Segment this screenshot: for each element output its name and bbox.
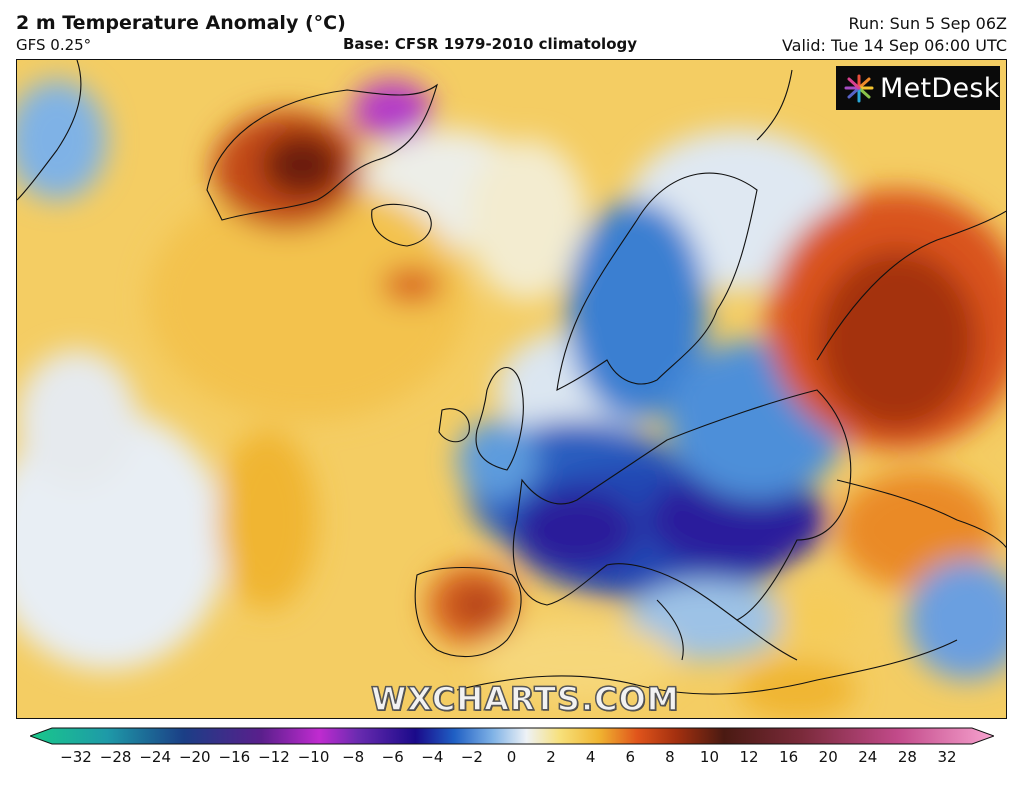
logo-text: MetDesk [880,72,1000,104]
colorbar-tick-label: −24 [139,748,171,766]
colorbar-tick-label: 20 [818,748,838,766]
colorbar-tick-label: −8 [342,748,365,766]
colorbar-tick-label: 16 [779,748,799,766]
climatology-base-label: Base: CFSR 1979-2010 climatology [343,35,638,53]
colorbar-tick-label: 2 [546,748,556,766]
colorbar-tick-label: 10 [699,748,719,766]
valid-time-label: Valid: Tue 14 Sep 06:00 UTC [781,36,1007,55]
colorbar-tick-label: −32 [60,748,92,766]
coastlines [17,60,1006,695]
colorbar-tick-label: −20 [178,748,211,766]
colorbar-gradient [30,727,994,745]
colorbar-tick-label: −12 [258,748,290,766]
colorbar [30,727,994,745]
run-time-label: Run: Sun 5 Sep 06Z [848,14,1007,33]
colorbar-tick-label: −28 [99,748,132,766]
colorbar-tick-label: 12 [739,748,759,766]
colorbar-tick-label: 8 [665,748,675,766]
colorbar-tick-label: 0 [506,748,517,766]
colorbar-tick-label: 6 [625,748,636,766]
colorbar-tick-label: −10 [297,748,330,766]
anomaly-field [17,60,1006,718]
colorbar-tick-label: −2 [460,748,483,766]
colorbar-ticks: −32 −28 −24 −20 −16 −12 −10 −8 −6 −4 −2 0 2 4 6 8 10 12 16… [0,748,1024,772]
sunburst-icon [844,74,874,103]
anomaly-blobs [17,80,1006,718]
colorbar-tick-label: −16 [218,748,251,766]
colorbar-tick-label: 28 [897,748,917,766]
model-label: GFS 0.25° [16,36,92,54]
map-title: 2 m Temperature Anomaly (°C) [16,12,346,34]
colorbar-tick-label: 24 [858,748,878,766]
metdesk-logo: MetDesk [836,66,1000,110]
colorbar-tick-label: −4 [421,748,444,766]
colorbar-tick-label: 32 [937,748,957,766]
temperature-anomaly-map: MetDesk WXCHARTS.COM [16,59,1007,719]
colorbar-tick-label: −6 [381,748,404,766]
colorbar-tick-label: 4 [585,748,596,766]
watermark: WXCHARTS.COM [370,679,680,718]
